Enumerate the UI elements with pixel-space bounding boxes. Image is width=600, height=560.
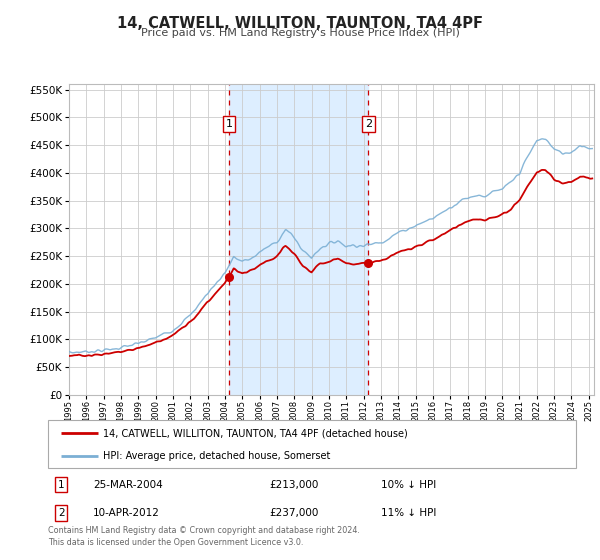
Text: 11% ↓ HPI: 11% ↓ HPI [380,508,436,518]
Text: 10-APR-2012: 10-APR-2012 [93,508,160,518]
Text: 14, CATWELL, WILLITON, TAUNTON, TA4 4PF (detached house): 14, CATWELL, WILLITON, TAUNTON, TA4 4PF … [103,428,408,438]
Text: This data is licensed under the Open Government Licence v3.0.: This data is licensed under the Open Gov… [48,538,304,547]
Text: Contains HM Land Registry data © Crown copyright and database right 2024.: Contains HM Land Registry data © Crown c… [48,526,360,535]
Text: 25-MAR-2004: 25-MAR-2004 [93,480,163,490]
Text: £213,000: £213,000 [270,480,319,490]
Text: 2: 2 [58,508,65,518]
Text: 10% ↓ HPI: 10% ↓ HPI [380,480,436,490]
Text: 1: 1 [226,119,232,129]
Text: Price paid vs. HM Land Registry's House Price Index (HPI): Price paid vs. HM Land Registry's House … [140,28,460,38]
Text: 14, CATWELL, WILLITON, TAUNTON, TA4 4PF: 14, CATWELL, WILLITON, TAUNTON, TA4 4PF [117,16,483,31]
Bar [229,84,368,395]
Text: HPI: Average price, detached house, Somerset: HPI: Average price, detached house, Some… [103,451,331,461]
Text: 2: 2 [365,119,372,129]
Text: £237,000: £237,000 [270,508,319,518]
Text: 1: 1 [58,480,65,490]
